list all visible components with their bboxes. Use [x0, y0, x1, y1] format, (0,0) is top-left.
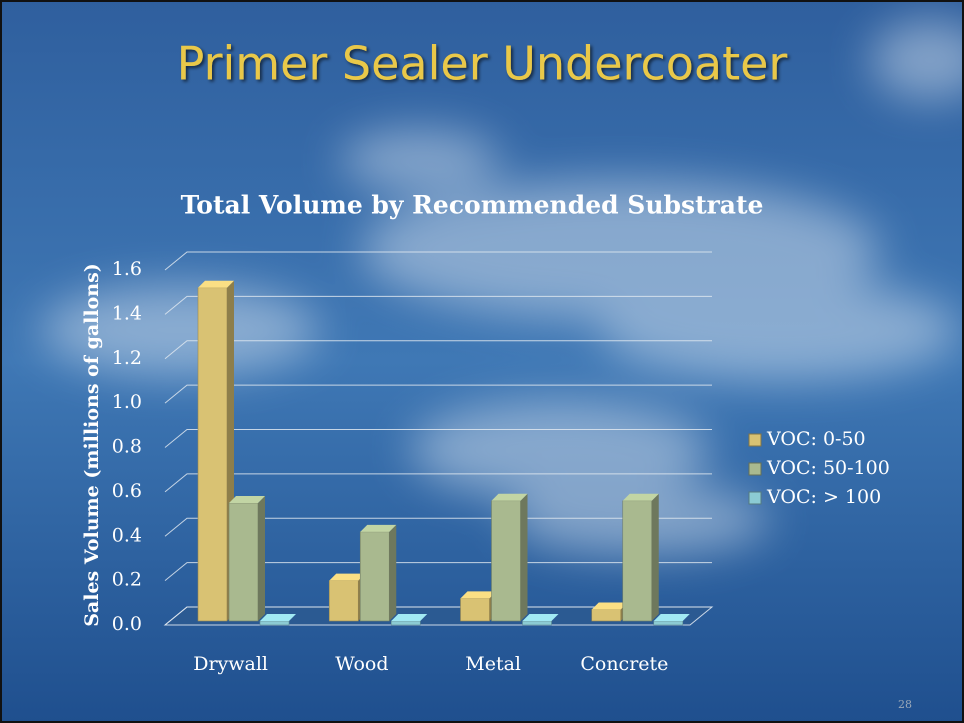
bar-top	[491, 493, 528, 501]
x-tick-label: Wood	[335, 653, 388, 675]
y-tick-label: 0.4	[112, 524, 142, 546]
bar-top	[591, 602, 628, 610]
bar-side	[258, 495, 265, 621]
bar-top	[229, 495, 265, 503]
legend-label: VOC: > 100	[766, 486, 881, 508]
bar-top	[653, 614, 690, 621]
bar-top	[522, 614, 559, 621]
bar-side	[520, 493, 528, 621]
y-tick-label: 1.4	[112, 302, 142, 324]
bar-front	[328, 580, 359, 622]
legend-label: VOC: 50-100	[766, 457, 890, 479]
x-tick-label: Metal	[465, 653, 521, 675]
bar-front	[522, 620, 552, 626]
bar	[591, 602, 628, 622]
y-tick-label: 0.2	[112, 569, 142, 591]
grid-line	[164, 429, 712, 448]
bar	[228, 495, 265, 622]
bar-front	[653, 620, 684, 626]
bar-top	[260, 614, 296, 621]
bar-front	[491, 500, 521, 622]
bar-front	[591, 609, 622, 622]
clouds	[40, 20, 964, 555]
page-number: 28	[898, 698, 912, 711]
bar	[197, 280, 234, 622]
bar-top	[329, 573, 366, 581]
x-tick-label: Drywall	[193, 653, 268, 675]
slide-title: Primer Sealer Undercoater	[177, 37, 788, 91]
y-tick-label: 1.0	[112, 391, 142, 413]
y-tick-label: 0.6	[112, 480, 142, 502]
bar	[359, 524, 397, 622]
y-tick-label: 0.8	[112, 436, 142, 458]
bar-top	[198, 280, 234, 288]
bar-front	[460, 598, 490, 622]
bar	[460, 591, 497, 622]
y-tick-label: 0.0	[112, 613, 142, 635]
bar	[259, 614, 296, 626]
bar	[491, 493, 528, 622]
bar	[328, 573, 366, 622]
bar-front	[622, 500, 653, 622]
bar-front	[359, 531, 390, 622]
bar-front	[197, 287, 228, 622]
bar-side	[389, 524, 397, 621]
grid-line	[164, 562, 712, 582]
grid-line	[164, 473, 712, 493]
bar-top	[460, 591, 497, 599]
bar-front	[390, 620, 421, 626]
bar	[390, 614, 428, 626]
bar-top	[622, 493, 659, 501]
grid-line	[164, 384, 712, 404]
y-tick-label: 1.6	[112, 258, 142, 280]
bar	[653, 614, 690, 626]
bar-front	[259, 620, 290, 626]
legend-swatch	[748, 491, 762, 505]
y-axis-title: Sales Volume (millions of gallons)	[81, 263, 103, 627]
chart-title: Total Volume by Recommended Substrate	[181, 191, 764, 220]
grid-line	[164, 251, 712, 271]
legend-swatch	[748, 462, 762, 476]
legend-label: VOC: 0-50	[766, 428, 866, 450]
bar-front	[228, 502, 259, 622]
bar	[622, 493, 659, 622]
grid-line	[164, 340, 712, 360]
legend-swatch	[748, 433, 762, 447]
bar	[522, 614, 559, 626]
x-tick-label: Concrete	[580, 653, 668, 675]
y-tick-label: 1.2	[112, 347, 142, 369]
bar-top	[360, 524, 397, 532]
grid-line	[164, 606, 712, 626]
grid-line	[164, 295, 712, 315]
grid-line	[164, 517, 712, 537]
bar-side	[651, 493, 659, 621]
bar-top	[391, 614, 428, 621]
